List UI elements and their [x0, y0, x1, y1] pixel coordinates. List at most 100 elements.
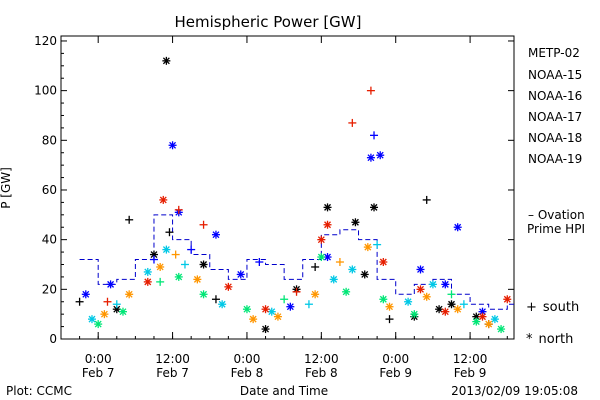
noaa-17-point-north — [379, 295, 388, 304]
noaa-16-point-north — [267, 307, 276, 316]
noaa-19-point-north — [323, 220, 332, 229]
y-axis: 0 20 40 60 80 100 120 — [34, 34, 514, 346]
metp-02-point-north — [447, 300, 456, 309]
chart-title: Hemispheric Power [GW] — [175, 13, 362, 31]
noaa-15-point-south — [149, 255, 158, 264]
noaa-15-point-north — [366, 153, 375, 162]
noaa-17-point-north — [410, 310, 419, 319]
legend-entry-metp-02: METP-02 — [528, 46, 580, 60]
noaa-18-point-north — [100, 310, 109, 319]
noaa-16-point-north — [87, 315, 96, 324]
noaa-19-point-north — [379, 258, 388, 267]
legend-entry-noaa-16: NOAA-16 — [528, 89, 582, 103]
plot-frame — [60, 35, 515, 340]
south-symbol-legend: + south — [526, 300, 579, 315]
ovation-series — [79, 214, 514, 310]
symbol-legend: + south * north — [526, 300, 579, 347]
y-tick-label: 60 — [42, 183, 57, 197]
footer-timestamp: 2013/02/09 19:05:08 — [451, 384, 578, 398]
x-tick-label-date: Feb 7 — [156, 366, 189, 380]
noaa-18-point-north — [273, 312, 282, 321]
noaa-15-point-north — [453, 223, 462, 232]
noaa-16-point-north — [348, 265, 357, 274]
ovation-legend-line1: – Ovation — [528, 208, 585, 222]
noaa-19-point-north — [478, 312, 487, 321]
metp-02-point-north — [162, 56, 171, 65]
x-tick-label-date: Feb 9 — [454, 366, 487, 380]
noaa-19-point-north — [503, 295, 512, 304]
noaa-19-point-south — [174, 205, 183, 214]
noaa-17-point-north — [174, 272, 183, 281]
noaa-15-point-north — [168, 141, 177, 150]
legend-entry-noaa-18: NOAA-18 — [528, 131, 582, 145]
noaa-15-point-north — [211, 230, 220, 239]
noaa-15-point-north — [416, 265, 425, 274]
metp-02-point-north — [435, 305, 444, 314]
x-axis-label: Date and Time — [240, 384, 328, 398]
noaa-19-point-north — [441, 307, 450, 316]
metp-02-point-south — [422, 195, 431, 204]
noaa-17-point-north — [472, 317, 481, 326]
noaa-18-point-north — [453, 305, 462, 314]
noaa-18-point-north — [125, 290, 134, 299]
noaa-19-point-south — [103, 297, 112, 306]
metp-02-point-south — [385, 315, 394, 324]
y-tick-label: 80 — [42, 133, 57, 147]
y-axis-label: P [GW] — [0, 167, 13, 209]
noaa-18-point-south — [335, 258, 344, 267]
ovation-legend: – Ovation Prime HPI — [527, 208, 585, 236]
data-points — [75, 56, 512, 334]
north-symbol: * — [526, 332, 533, 347]
noaa-16-point-north — [162, 245, 171, 254]
noaa-15-point-south — [370, 131, 379, 140]
metp-02-point-north — [199, 260, 208, 269]
noaa-16-point-north — [143, 267, 152, 276]
noaa-15-point-north — [286, 302, 295, 311]
noaa-16-point-north — [218, 300, 227, 309]
south-symbol: + — [526, 300, 537, 315]
x-tick-label-time: 0:00 — [233, 352, 260, 366]
noaa-17-point-north — [94, 320, 103, 329]
x-tick-label-date: Feb 8 — [231, 366, 264, 380]
metp-02-point-south — [311, 262, 320, 271]
noaa-19-point-south — [366, 86, 375, 95]
noaa-19-point-south — [199, 220, 208, 229]
noaa-18-point-north — [385, 302, 394, 311]
noaa-19-point-north — [143, 277, 152, 286]
y-tick-label: 20 — [42, 282, 57, 296]
x-tick-label-time: 0:00 — [85, 352, 112, 366]
metp-02-point-north — [323, 203, 332, 212]
noaa-18-point-north — [363, 243, 372, 252]
noaa-17-point-south — [280, 295, 289, 304]
legend: METP-02 NOAA-15 NOAA-16 NOAA-17 NOAA-18 NOAA-… — [528, 46, 582, 166]
noaa-18-point-north — [193, 275, 202, 284]
noaa-17-point-north — [242, 305, 251, 314]
ovation-hpi-line — [79, 214, 514, 310]
noaa-17-point-north — [118, 307, 127, 316]
y-tick-label: 100 — [34, 84, 57, 98]
south-label: south — [543, 300, 579, 315]
noaa-15-point-north — [106, 280, 115, 289]
noaa-16-point-south — [459, 300, 468, 309]
noaa-18-point-south — [171, 250, 180, 259]
metp-02-point-south — [165, 228, 174, 237]
noaa-19-point-south — [348, 118, 357, 127]
noaa-18-point-north — [311, 290, 320, 299]
noaa-17-point-south — [156, 277, 165, 286]
y-tick-label: 120 — [34, 34, 57, 48]
noaa-15-point-north — [81, 290, 90, 299]
north-label: north — [539, 332, 574, 347]
x-tick-label-date: Feb 8 — [305, 366, 338, 380]
noaa-15-point-north — [478, 307, 487, 316]
y-tick-label: 0 — [49, 332, 57, 346]
noaa-16-point-north — [428, 280, 437, 289]
noaa-19-point-north — [416, 285, 425, 294]
north-symbol-legend: * north — [526, 332, 573, 347]
ovation-legend-line2: Prime HPI — [527, 222, 585, 236]
legend-entry-noaa-15: NOAA-15 — [528, 68, 582, 82]
x-tick-label-time: 12:00 — [304, 352, 339, 366]
x-tick-label-date: Feb 7 — [82, 366, 115, 380]
noaa-15-point-north — [441, 280, 450, 289]
metp-02-point-north — [149, 250, 158, 259]
